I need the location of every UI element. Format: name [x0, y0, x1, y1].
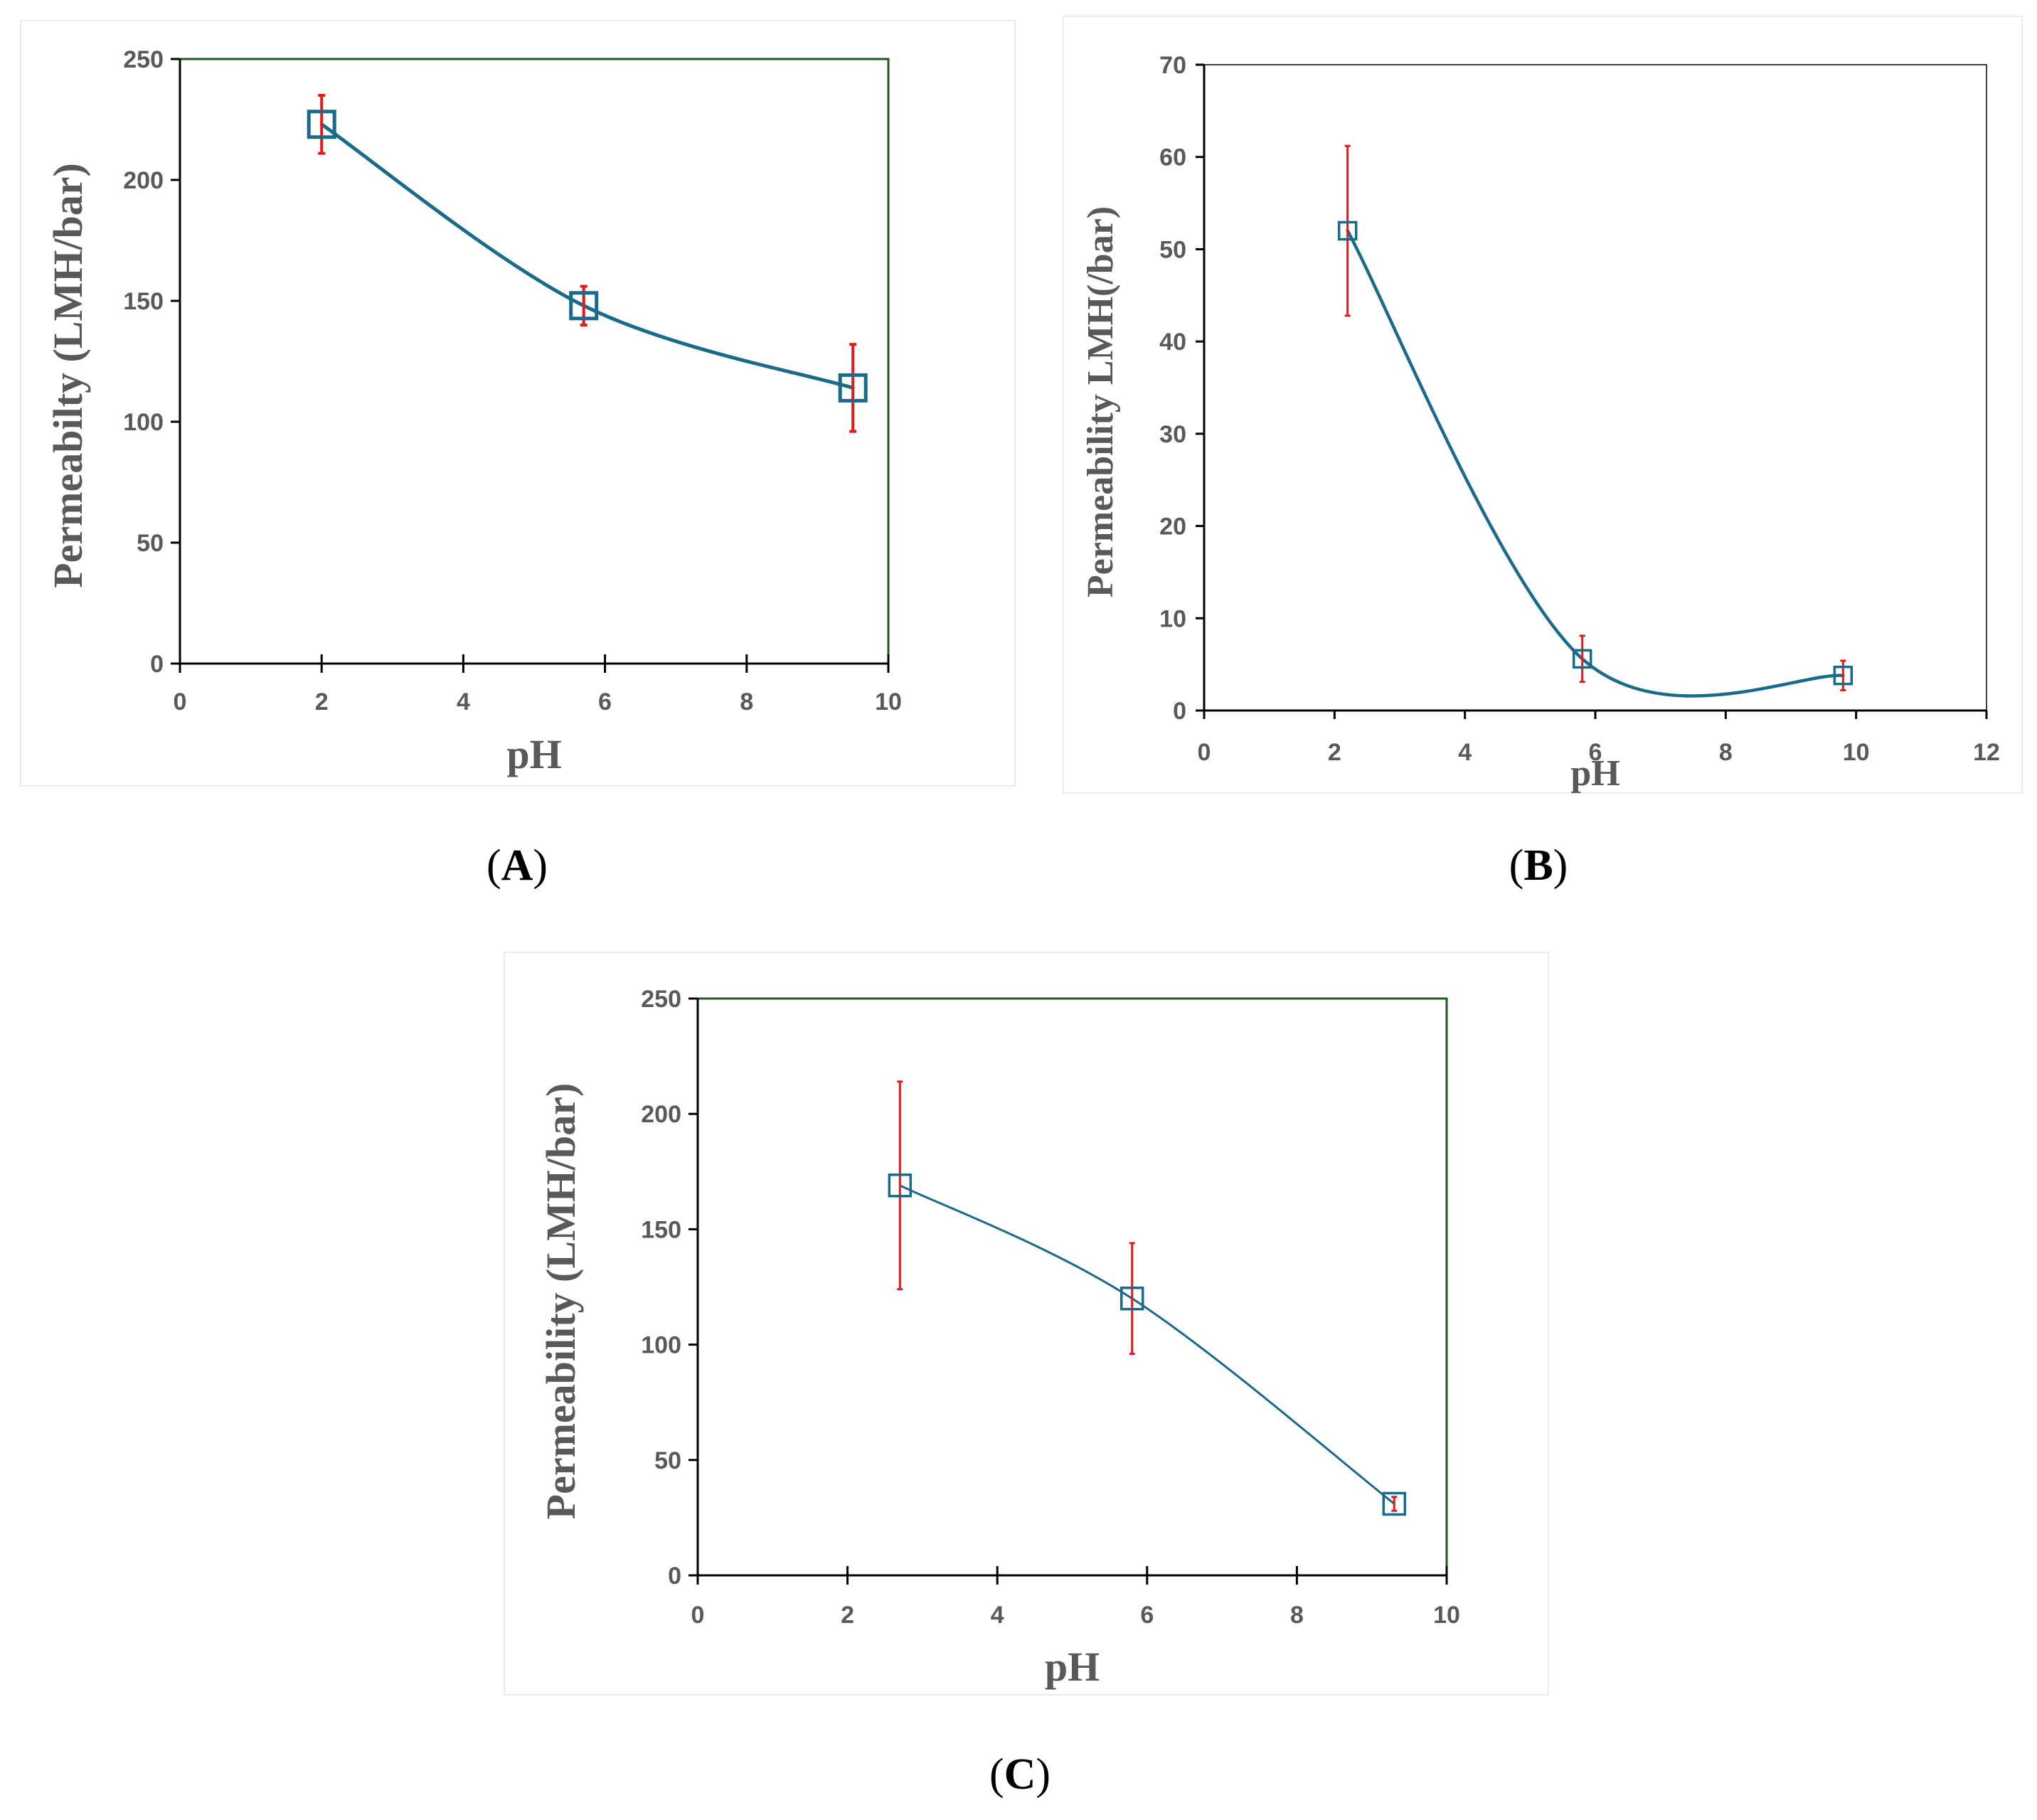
- chart-b-x-tick-label: 12: [1973, 739, 2000, 766]
- chart-b-y-tick-label: 50: [1159, 236, 1186, 263]
- chart-c-x-tick-label: 0: [691, 1602, 705, 1629]
- chart-b-x-tick-label: 2: [1328, 739, 1341, 766]
- chart-panel-a: 0 2 4 6 8 10 0 50 100 150 200 250 pH Permeabilty (LMH…: [20, 20, 1016, 787]
- chart-a-x-tick-label: 4: [457, 688, 470, 715]
- chart-a-data-point: [838, 373, 868, 403]
- chart-c-x-tick-label: 10: [1433, 1602, 1460, 1629]
- chart-a-x-tick-label: 0: [174, 688, 187, 715]
- chart-a-plot-frame: [179, 58, 890, 665]
- chart-a-y-tick-label: 100: [123, 409, 164, 436]
- caption-b-letter: B: [1523, 841, 1553, 890]
- chart-b-x-axis-title: pH: [1570, 753, 1620, 794]
- chart-a-x-tick-label: 2: [315, 688, 329, 715]
- chart-panel-c: 0 2 4 6 8 10 0 50 100 150 200 250 pH Permeability (LM…: [504, 952, 1549, 1696]
- caption-c-letter: C: [1004, 1750, 1036, 1799]
- chart-b-x-tick-label: 4: [1458, 739, 1472, 766]
- chart-c-data-point: [888, 1174, 913, 1198]
- chart-b-y-tick-label: 10: [1159, 605, 1186, 632]
- chart-c-x-tick-label: 2: [841, 1602, 854, 1629]
- chart-b-x-tick-label: 6: [1589, 739, 1602, 766]
- chart-a-y-tick-label: 200: [123, 167, 164, 194]
- chart-b-y-tick-label: 30: [1159, 421, 1186, 448]
- chart-c-data-point: [1119, 1286, 1144, 1311]
- chart-a-y-axis-title: Permeabilty (LMH/bar): [45, 163, 91, 588]
- chart-b-y-tick-label: 0: [1173, 698, 1186, 725]
- chart-a-data-point: [569, 291, 599, 321]
- chart-c-y-tick-label: 250: [641, 986, 681, 1013]
- chart-b-y-tick-label: 70: [1159, 52, 1186, 79]
- chart-a-x-axis-title: pH: [506, 731, 561, 777]
- chart-c-x-tick-label: 4: [991, 1602, 1004, 1629]
- chart-a-x-tick-label: 6: [598, 688, 612, 715]
- chart-a-y-tick-label: 50: [137, 530, 164, 557]
- chart-a-series-line: [319, 122, 855, 390]
- chart-b-data-point: [1572, 649, 1592, 669]
- chart-a-y-tick-label: 150: [123, 288, 164, 315]
- chart-b-y-tick-label: 60: [1159, 144, 1186, 171]
- chart-b-y-axis-title: Permeability LMH(/bar): [1080, 206, 1121, 597]
- chart-a-data-point: [307, 110, 336, 139]
- chart-c-y-tick-label: 0: [668, 1563, 681, 1590]
- chart-c-x-tick-label: 8: [1290, 1602, 1304, 1629]
- chart-a-y-tick-label: 0: [150, 651, 164, 678]
- caption-b: (B): [1509, 841, 1568, 890]
- chart-c-y-axis-title: Permeability (LMH/bar): [538, 1083, 584, 1520]
- caption-c: (C): [989, 1750, 1051, 1799]
- chart-c-y-tick-label: 150: [641, 1216, 681, 1243]
- chart-b-x-tick-label: 10: [1843, 739, 1870, 766]
- chart-b-series-line: [1346, 229, 1845, 698]
- caption-a: (A): [486, 841, 548, 890]
- chart-b-svg: 0 2 4 6 8 10 12 0 10 20 30 40 50 60 70 pH Permeability L…: [1080, 52, 2000, 794]
- chart-b-plot-frame: [1203, 64, 1987, 711]
- chart-b-data-point: [1337, 220, 1358, 241]
- chart-b-data-point: [1833, 665, 1853, 686]
- chart-c-data-point: [1382, 1491, 1407, 1516]
- chart-c-x-tick-label: 6: [1140, 1602, 1154, 1629]
- chart-c-y-tick-label: 50: [654, 1447, 681, 1474]
- chart-b-y-tick-label: 20: [1159, 513, 1186, 541]
- chart-c-y-tick-label: 100: [641, 1332, 681, 1359]
- chart-b-y-tick-label: 40: [1159, 329, 1186, 356]
- chart-a-y-tick-label: 250: [123, 46, 164, 73]
- chart-b-x-tick-label: 8: [1719, 739, 1733, 766]
- chart-panel-b: 0 2 4 6 8 10 12 0 10 20 30 40 50 60 70 pH Permeability L…: [1063, 16, 2023, 794]
- chart-b-x-tick-label: 0: [1198, 739, 1211, 766]
- chart-a-x-tick-label: 8: [740, 688, 753, 715]
- caption-a-letter: A: [501, 841, 533, 890]
- chart-a-x-tick-label: 10: [875, 688, 902, 715]
- chart-c-x-axis-title: pH: [1045, 1644, 1100, 1690]
- chart-c-y-tick-label: 200: [641, 1101, 681, 1128]
- chart-c-plot-frame: [696, 997, 1448, 1577]
- chart-c-series-line: [898, 1184, 1395, 1505]
